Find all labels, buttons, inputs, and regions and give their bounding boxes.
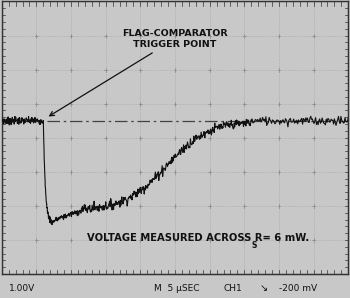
Text: CH1: CH1 xyxy=(224,284,242,293)
Text: = 6 mW.: = 6 mW. xyxy=(259,233,309,243)
Text: ↘: ↘ xyxy=(260,283,268,293)
Text: VOLTAGE MEASURED ACROSS R: VOLTAGE MEASURED ACROSS R xyxy=(87,233,263,243)
Text: FLAG-COMPARATOR
TRIGGER POINT: FLAG-COMPARATOR TRIGGER POINT xyxy=(50,29,228,116)
Text: M  5 μSEC: M 5 μSEC xyxy=(154,284,200,293)
Text: -200 mV: -200 mV xyxy=(279,284,317,293)
Text: S: S xyxy=(252,241,257,250)
Text: 1.00V: 1.00V xyxy=(9,284,35,293)
